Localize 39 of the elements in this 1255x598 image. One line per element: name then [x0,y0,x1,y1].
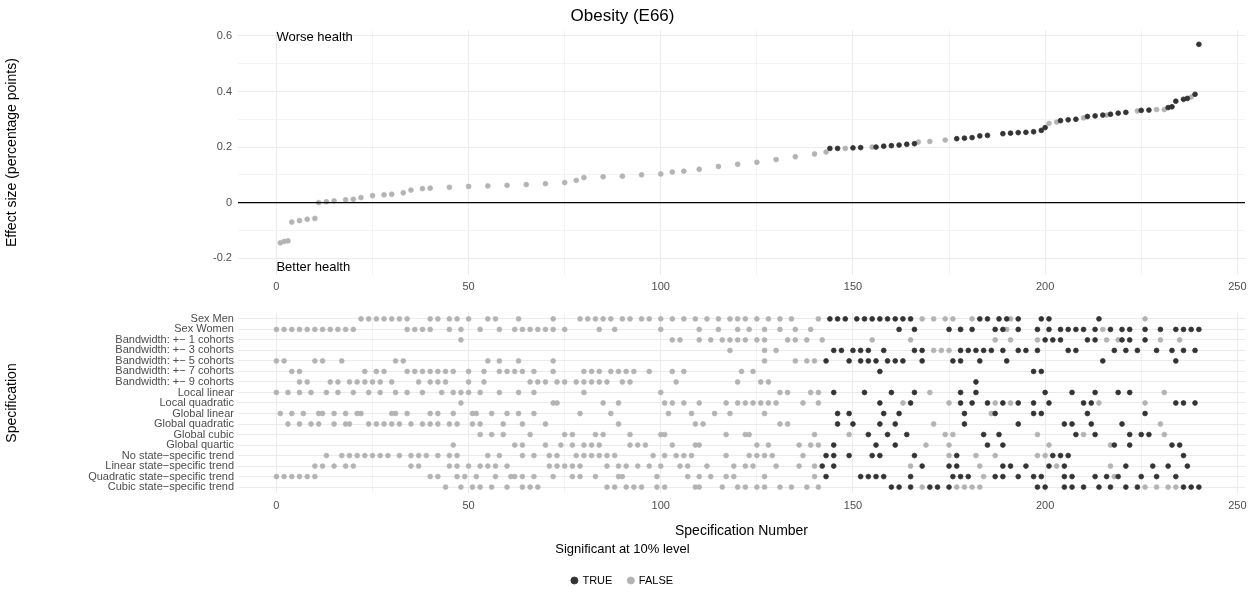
y-tick-label: Bandwidth: +− 7 cohorts [115,364,235,377]
x-tick-label: 50 [462,280,475,293]
y-tick-label: 0 [225,195,232,208]
x-tick-label: 150 [843,499,863,512]
x-tick-label: 100 [651,280,670,293]
y-tick-label: 0.4 [216,84,232,97]
x-tick-label: 200 [1035,280,1055,293]
y-tick-label: Local quadratic [159,396,235,409]
y-tick-label: Global linear [172,406,235,419]
y-tick-label: Bandwidth: +− 9 cohorts [115,375,235,388]
y-tick-label: Global cubic [173,427,235,440]
x-tick-label: 150 [843,280,863,293]
x-tick-label: 0 [273,499,280,512]
y-tick-label: Bandwidth: +− 3 cohorts [115,343,235,356]
y-tick-label: 0.6 [216,28,232,41]
y-tick-label: Local linear [177,385,235,398]
legend-title: Significant at 10% level [555,541,690,557]
y-tick-label: Sex Men [190,311,234,324]
x-tick-label: 250 [1228,280,1247,293]
y-tick-label: -0.2 [213,251,232,264]
y-axis-title: Effect size (percentage points) [3,58,20,248]
y-tick-label: Global quartic [166,438,235,451]
y-axis-title: Specification [3,363,20,443]
x-tick-label: 250 [1228,499,1247,512]
y-tick-label: Bandwidth: +− 5 cohorts [115,353,235,366]
x-tick-label: 100 [651,499,670,512]
y-tick-label: Global quadratic [153,417,235,430]
y-tick-label: 0.2 [216,140,232,153]
legend-label: FALSE [638,573,674,586]
x-tick-label: 200 [1035,499,1055,512]
y-tick-label: Sex Women [174,322,234,335]
x-tick-label: 50 [462,499,475,512]
chart-title: Obesity (E66) [570,5,675,25]
x-tick-label: 0 [273,280,280,293]
legend-label: TRUE [582,573,613,586]
x-axis-title: Specification Number [674,521,809,538]
annotation: Better health [276,258,351,274]
annotation: Worse health [276,29,353,45]
y-tick-label: Bandwidth: +− 1 cohorts [115,332,235,345]
